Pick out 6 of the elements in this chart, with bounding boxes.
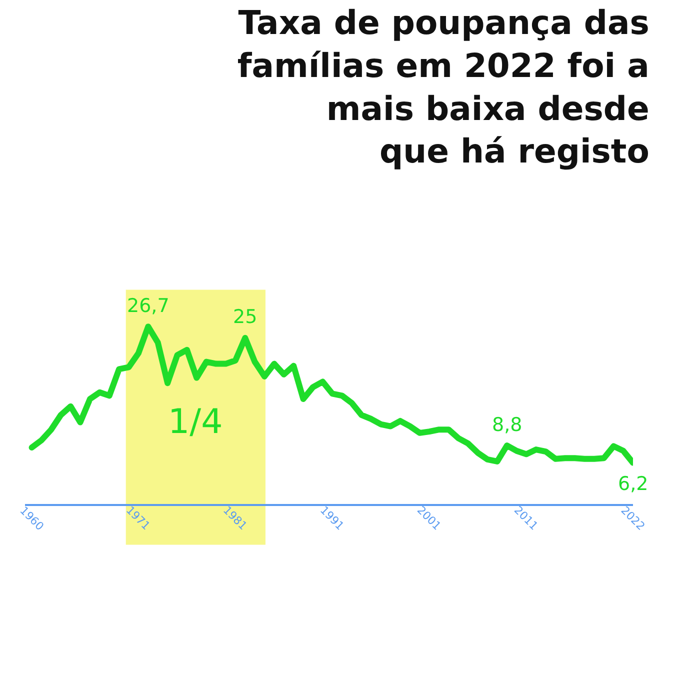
data-label: 25 [233,306,258,328]
data-label: 26,7 [127,295,170,317]
data-label: 6,2 [618,473,648,495]
chart-title: Taxa de poupança das famílias em 2022 foi a mais baixa desde que há registo [237,3,650,171]
band-label: 1/4 [168,402,223,442]
data-label: 8,8 [492,414,522,436]
